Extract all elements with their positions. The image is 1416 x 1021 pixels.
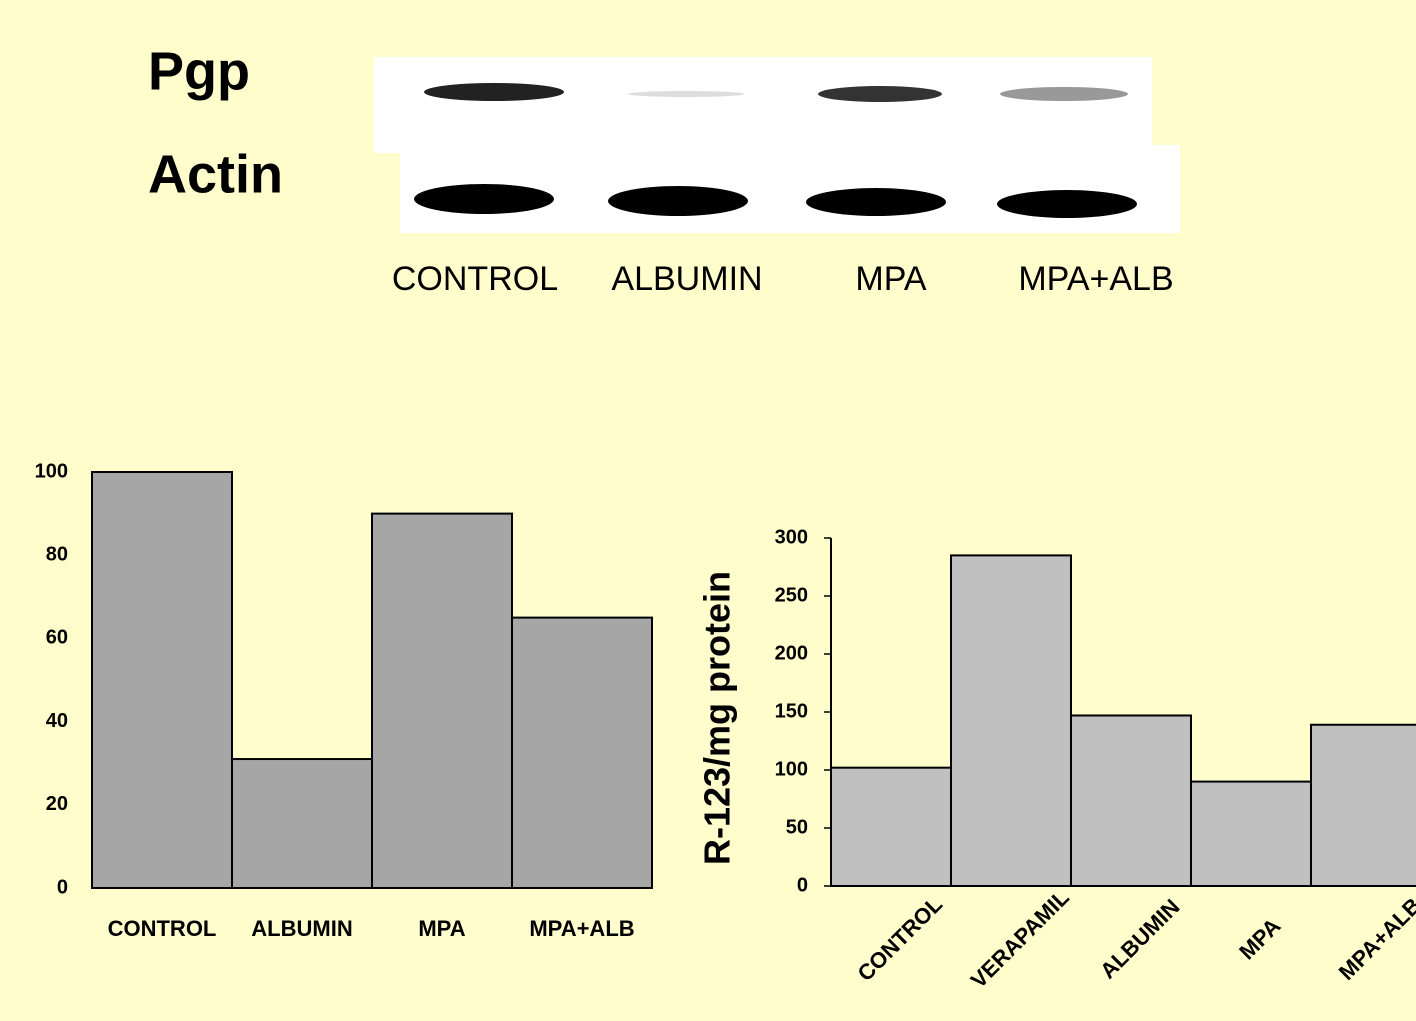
blot-band — [818, 86, 942, 102]
y-tick-label: 150 — [775, 700, 808, 722]
y-tick-label: 60 — [46, 627, 68, 649]
bar — [372, 514, 512, 888]
blot-band — [414, 184, 554, 214]
x-tick-label: MPA — [418, 916, 465, 941]
blot-band — [1000, 87, 1128, 101]
bar — [232, 759, 372, 888]
blot-band — [997, 190, 1137, 218]
slide: Pgp Actin CONTROL ALBUMIN MPA MPA+ALB R-… — [0, 0, 1416, 1021]
lane-label: MPA — [855, 260, 926, 298]
y-tick-label: 100 — [35, 460, 68, 482]
y-axis-label: R-123/mg protein — [697, 571, 738, 865]
bar — [951, 555, 1071, 886]
y-tick-label: 200 — [775, 642, 808, 664]
bar — [1191, 782, 1311, 886]
lane-label: MPA+ALB — [1018, 260, 1173, 298]
lane-label: CONTROL — [392, 260, 558, 298]
y-tick-label: 50 — [786, 816, 808, 838]
bar — [831, 768, 951, 886]
bar — [92, 472, 232, 888]
y-tick-label: 20 — [46, 793, 68, 815]
lane-label: ALBUMIN — [611, 260, 762, 298]
blot-band — [424, 83, 564, 101]
y-tick-label: 100 — [775, 758, 808, 780]
y-tick-label: 80 — [46, 543, 68, 565]
y-tick-label: 0 — [797, 874, 808, 896]
blot-row-label: Pgp — [148, 41, 250, 101]
y-tick-label: 300 — [775, 526, 808, 548]
bar — [512, 618, 652, 888]
blot-image — [374, 57, 1180, 233]
blot-band — [608, 186, 748, 216]
bar — [1311, 725, 1416, 886]
x-tick-label: MPA+ALB — [529, 916, 634, 941]
bar — [1071, 715, 1191, 886]
y-tick-label: 250 — [775, 584, 808, 606]
blot-band — [628, 91, 744, 97]
blot-row-label: Actin — [148, 144, 283, 204]
x-tick-label: ALBUMIN — [251, 916, 352, 941]
blot-band — [806, 188, 946, 216]
y-tick-label: 40 — [46, 710, 68, 732]
y-tick-label: 0 — [57, 876, 68, 898]
x-tick-label: CONTROL — [108, 916, 217, 941]
page: Pgp Actin CONTROL ALBUMIN MPA MPA+ALB R-… — [0, 0, 1416, 1021]
blot-panel — [374, 57, 1152, 153]
